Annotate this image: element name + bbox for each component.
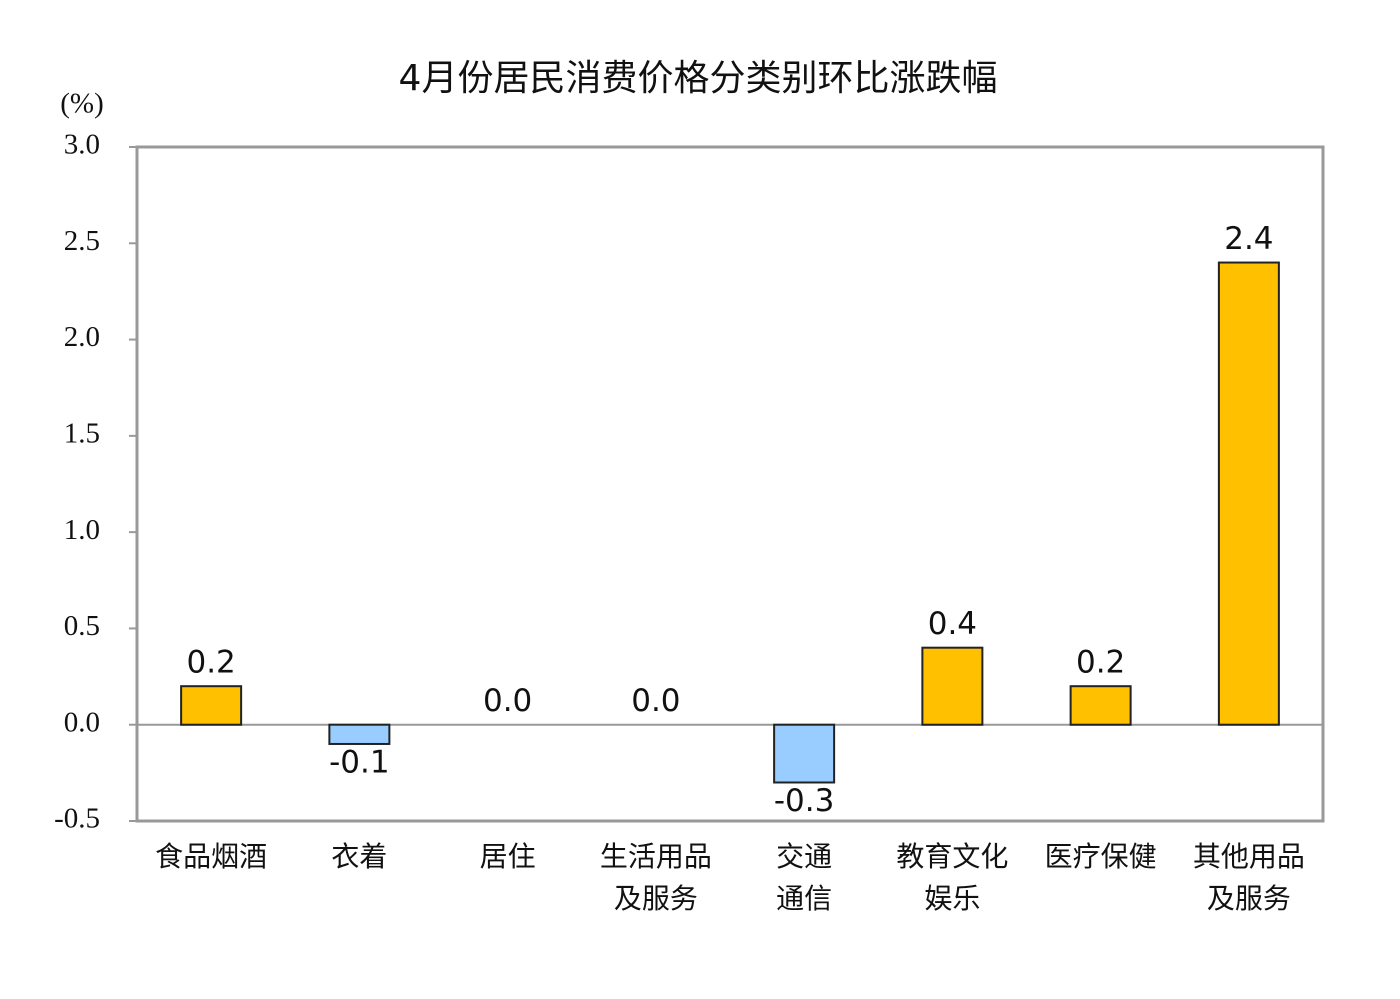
x-tick-label-line: 衣着 [331,840,387,873]
bar [921,646,984,726]
y-tick-label: 2.5 [64,225,100,257]
bar [1217,261,1280,726]
x-tick-label: 生活用品及服务 [600,840,712,915]
y-tick-label: 0.0 [64,706,100,738]
y-tick-label: -0.5 [54,803,100,835]
x-tick-label-line: 及服务 [1207,882,1291,915]
x-tick-label: 医疗保健 [1045,840,1157,873]
x-tick-label-line: 交通 [776,840,832,873]
bar [180,685,243,726]
x-tick-label-line: 医疗保健 [1045,840,1157,873]
value-label: 0.0 [631,683,680,719]
x-tick-label-line: 其他用品 [1193,840,1305,873]
x-tick-label-line: 生活用品 [600,840,712,873]
bar [1069,685,1132,726]
value-label: -0.1 [329,744,390,780]
value-label: 2.4 [1224,221,1273,257]
bar [773,723,836,784]
y-tick-label: 1.5 [64,418,100,450]
chart-title: 4月份居民消费价格分类别环比涨跌幅 [399,58,998,99]
y-tick-label: 0.5 [64,610,100,642]
x-tick-label: 交通通信 [776,840,832,915]
y-tick-label: 1.0 [64,514,100,546]
x-tick-label: 食品烟酒 [155,840,267,873]
x-tick-label: 其他用品及服务 [1193,840,1305,915]
x-tick-label: 教育文化娱乐 [896,840,1008,915]
x-tick-label-line: 教育文化 [896,840,1008,873]
y-tick-label: 3.0 [64,129,100,161]
value-label: -0.3 [774,783,835,819]
y-tick-label: 2.0 [64,321,100,353]
x-tick-label-line: 食品烟酒 [155,840,267,873]
plot-area [135,145,1325,823]
y-axis-label: (%) [60,88,103,120]
x-tick-label: 衣着 [331,840,387,873]
x-tick-label-line: 及服务 [614,882,698,915]
value-label: 0.0 [483,683,532,719]
x-tick-label: 居住 [480,840,536,873]
x-tick-label-line: 通信 [776,882,832,915]
value-label: 0.2 [1076,645,1125,681]
x-tick-label-line: 娱乐 [924,882,980,915]
value-label: 0.4 [928,606,977,642]
bar [328,723,391,745]
value-label: 0.2 [186,645,235,681]
x-tick-label-line: 居住 [480,840,536,873]
